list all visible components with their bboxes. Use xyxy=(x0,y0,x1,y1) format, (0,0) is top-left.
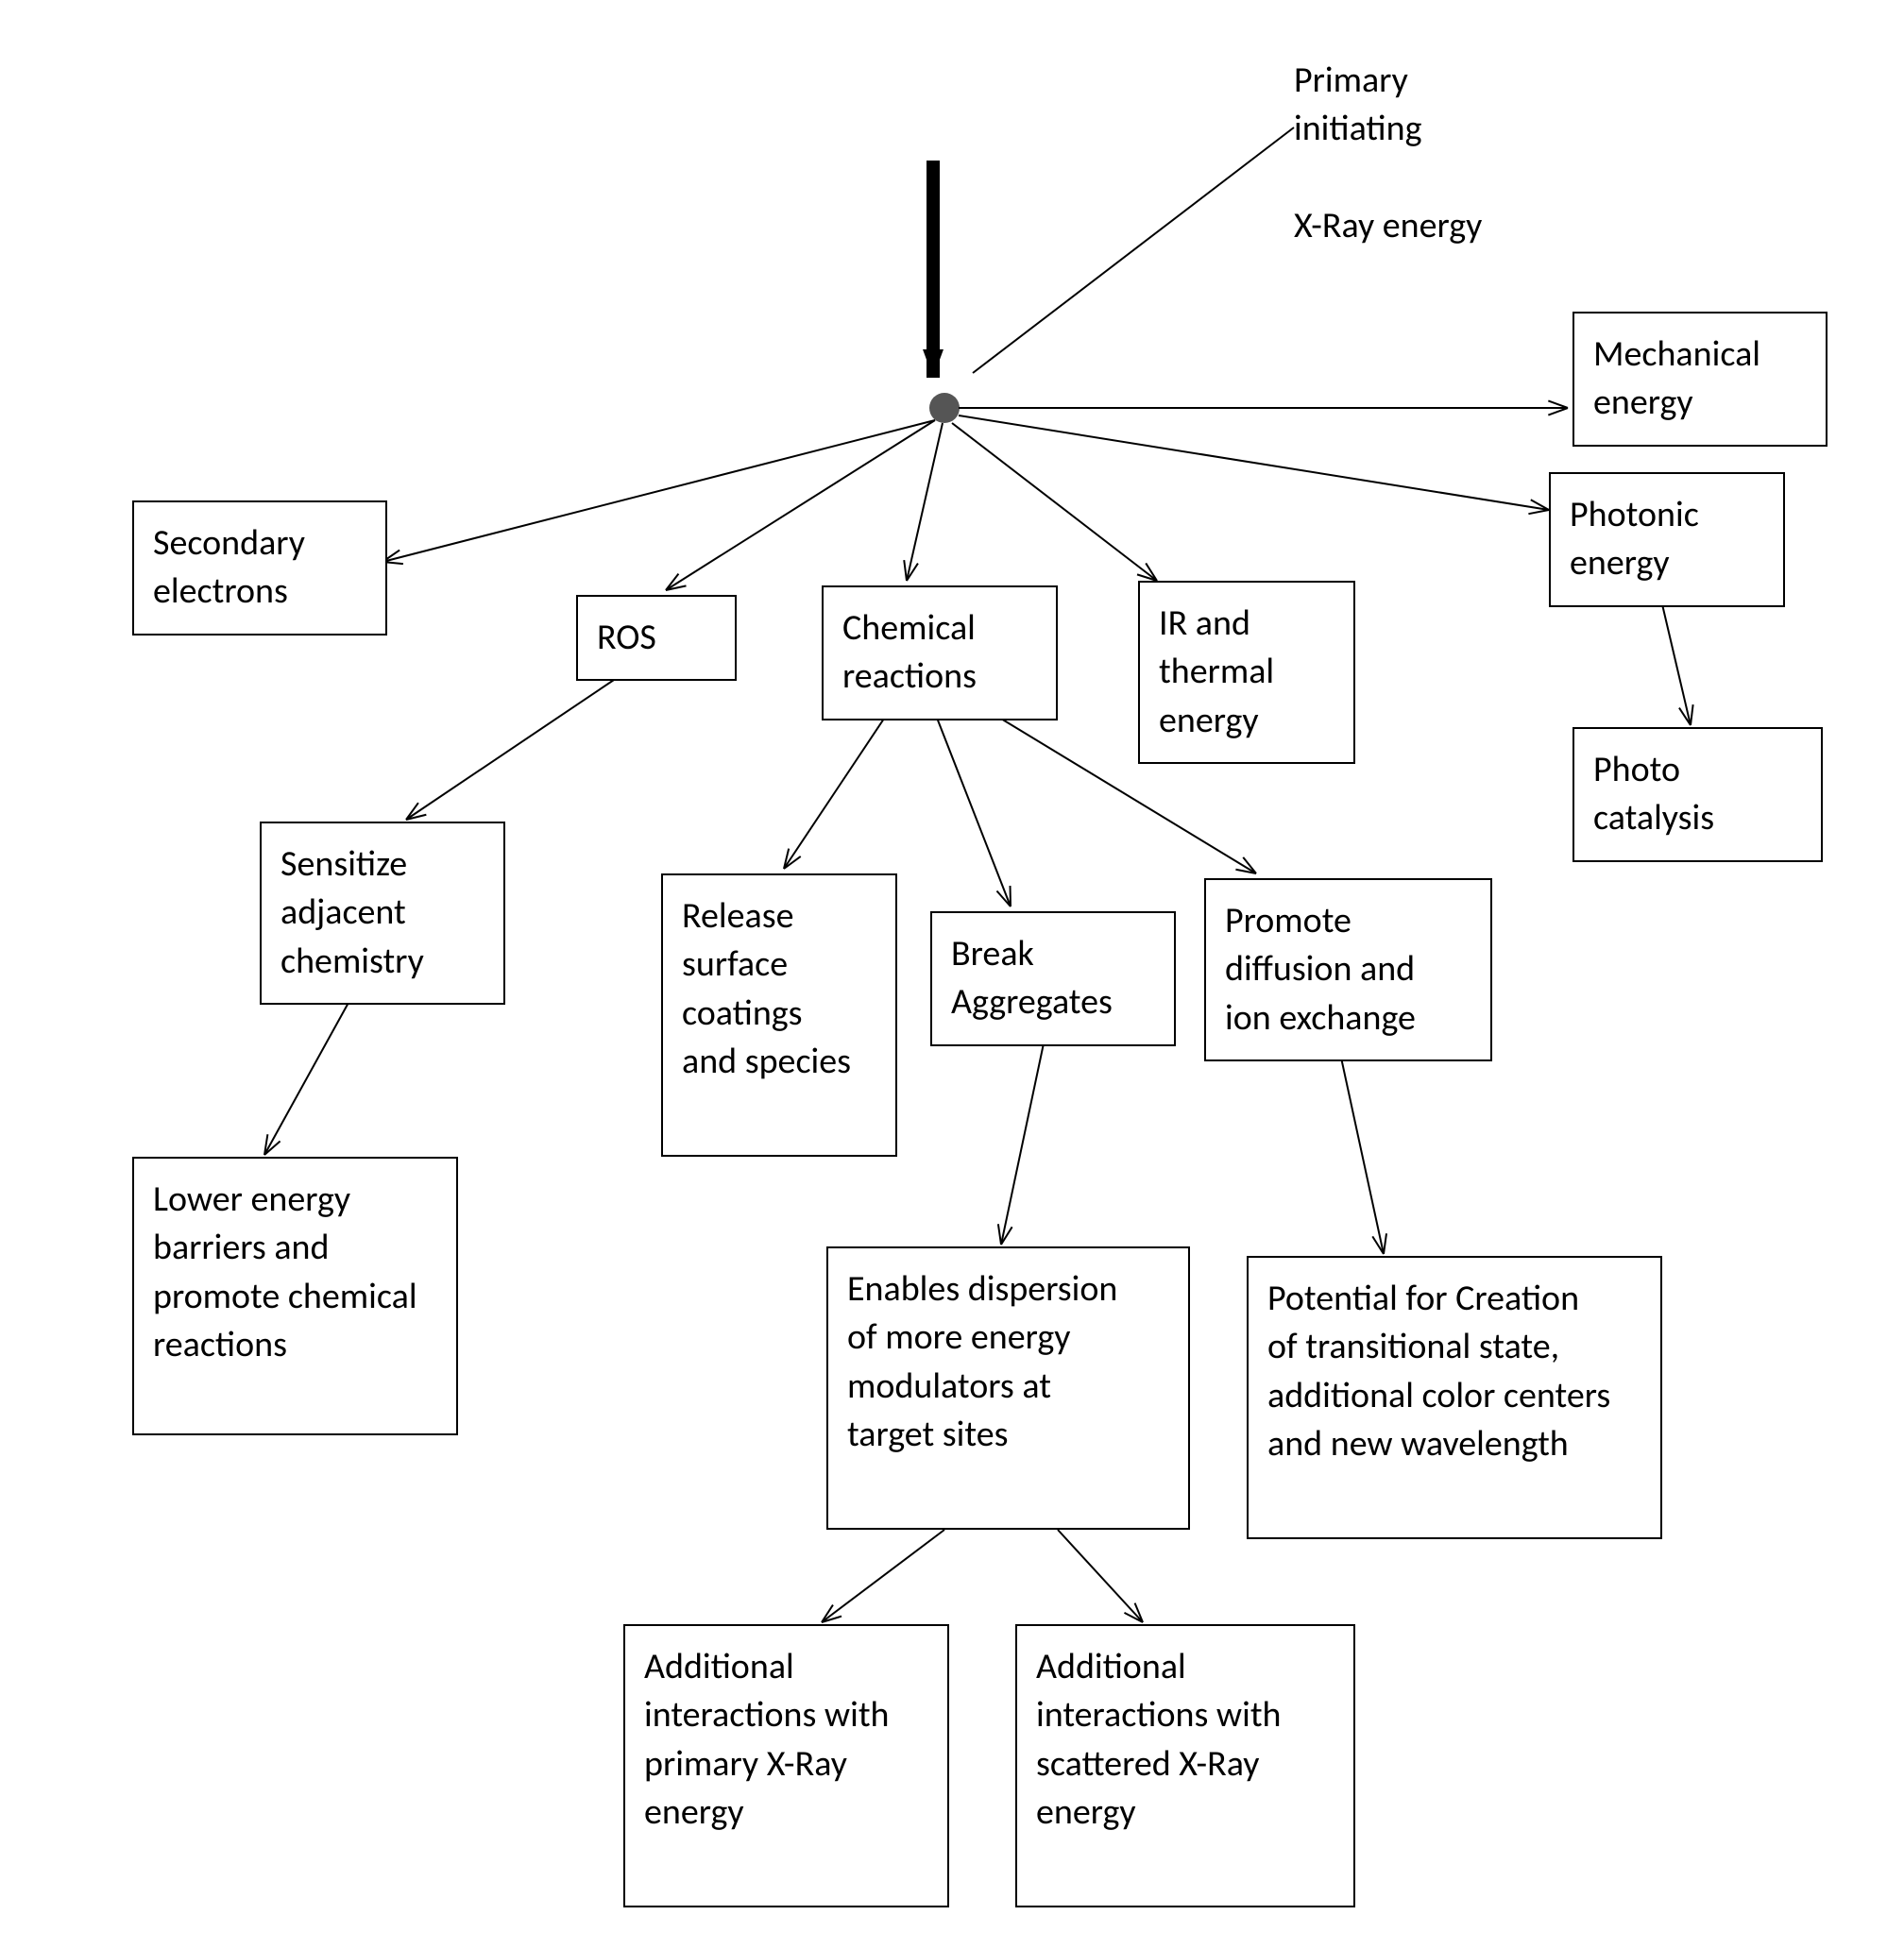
node-text-photonic: Photonic energy xyxy=(1570,493,1699,585)
node-text-sensitize: Sensitize adjacent chemistry xyxy=(280,842,424,983)
node-ros: ROS xyxy=(576,595,737,681)
node-primary_label: Primary initiating X-Ray energy xyxy=(1294,57,1672,250)
node-text-photo_cat: Photo catalysis xyxy=(1593,748,1714,839)
edge xyxy=(264,1001,349,1155)
node-photo_cat: Photo catalysis xyxy=(1572,727,1823,862)
node-addl_primary: Additional interactions with primary X-R… xyxy=(623,1624,949,1907)
node-text-lower: Lower energy barriers and promote chemic… xyxy=(153,1178,417,1366)
node-text-enables: Enables dispersion of more energy modula… xyxy=(847,1267,1117,1456)
node-photonic: Photonic energy xyxy=(1549,472,1785,607)
edge xyxy=(959,400,1568,415)
node-text-ros: ROS xyxy=(597,616,656,659)
edge xyxy=(784,713,888,869)
node-break: Break Aggregates xyxy=(930,911,1176,1046)
node-sec_e: Secondary electrons xyxy=(132,500,387,636)
node-ir: IR and thermal energy xyxy=(1138,581,1355,764)
edge xyxy=(1662,604,1693,725)
edge xyxy=(973,127,1294,373)
edge xyxy=(935,713,1011,907)
node-lower: Lower energy barriers and promote chemic… xyxy=(132,1157,458,1435)
node-text-release: Release surface coatings and species xyxy=(682,894,851,1083)
edge xyxy=(822,1530,944,1622)
node-text-primary_label: Primary initiating X-Ray energy xyxy=(1294,59,1482,247)
node-text-break: Break Aggregates xyxy=(951,932,1113,1024)
node-enables: Enables dispersion of more energy modula… xyxy=(826,1246,1190,1530)
edge xyxy=(959,415,1549,514)
node-release: Release surface coatings and species xyxy=(661,873,897,1157)
node-text-promote: Promote diffusion and ion exchange xyxy=(1225,899,1416,1040)
node-addl_scattered: Additional interactions with scattered X… xyxy=(1015,1624,1355,1907)
node-promote: Promote diffusion and ion exchange xyxy=(1204,878,1492,1061)
edge xyxy=(998,1043,1044,1245)
edge xyxy=(1058,1530,1143,1622)
node-text-sec_e: Secondary electrons xyxy=(153,521,305,613)
node-text-addl_scattered: Additional interactions with scattered X… xyxy=(1036,1645,1282,1834)
edge xyxy=(382,420,935,564)
edge xyxy=(904,423,943,581)
node-text-ir: IR and thermal energy xyxy=(1159,602,1274,742)
node-text-addl_primary: Additional interactions with primary X-R… xyxy=(644,1645,890,1834)
node-text-potential: Potential for Creation of transitional s… xyxy=(1267,1277,1610,1466)
node-mech: Mechanical energy xyxy=(1572,312,1828,447)
diagram-canvas: Primary initiating X-Ray energy Mechanica… xyxy=(0,0,1904,1949)
edge xyxy=(952,423,1157,581)
node-potential: Potential for Creation of transitional s… xyxy=(1247,1256,1662,1539)
node-sensitize: Sensitize adjacent chemistry xyxy=(260,822,505,1005)
edge xyxy=(406,680,614,820)
edge xyxy=(1341,1058,1386,1254)
edge xyxy=(666,420,935,590)
edge xyxy=(923,161,944,378)
node-chem: Chemical reactions xyxy=(822,585,1058,720)
node-text-mech: Mechanical energy xyxy=(1593,332,1760,424)
node-text-chem: Chemical reactions xyxy=(842,606,977,698)
node-dot xyxy=(929,393,960,423)
